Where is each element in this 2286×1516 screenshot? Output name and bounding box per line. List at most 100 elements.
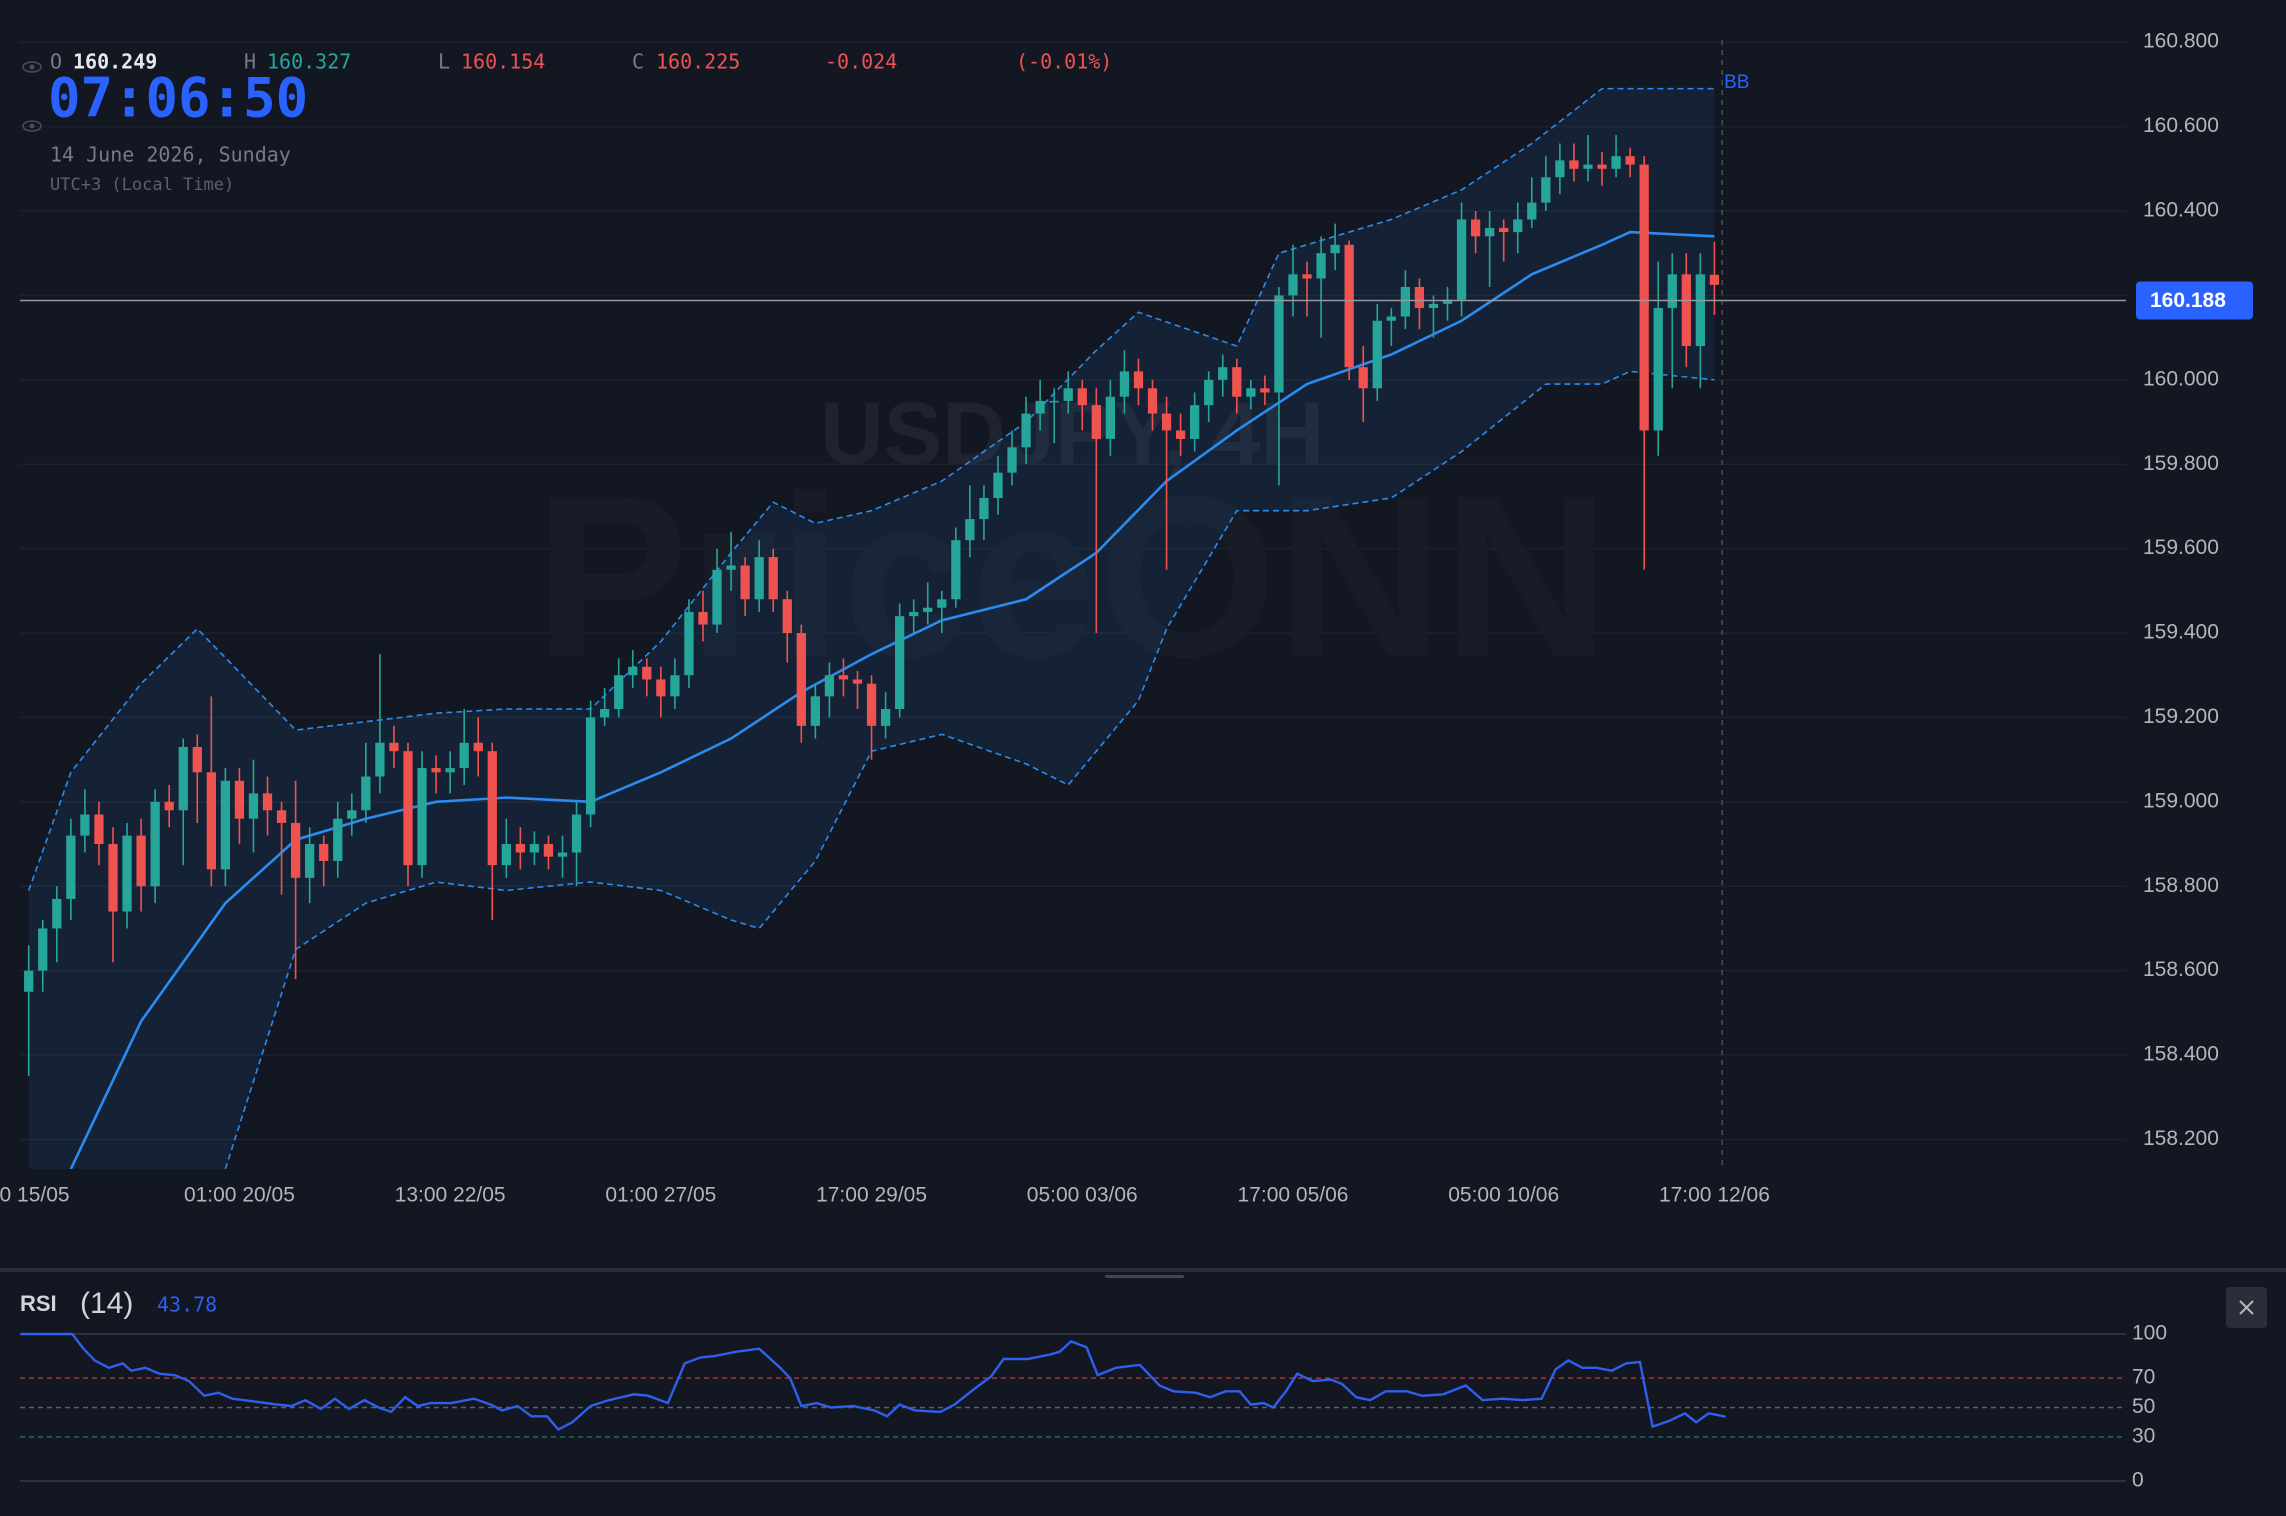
clock: 07:06:50 <box>48 67 308 130</box>
candle-body <box>1091 405 1101 439</box>
high-value: 160.327 <box>267 50 351 74</box>
candle-body <box>515 844 526 853</box>
y-tick-label: 158.600 <box>2143 958 2219 981</box>
candle-body <box>796 633 806 726</box>
y-tick-label: 158.800 <box>2143 874 2219 897</box>
y-tick-label: 159.600 <box>2143 536 2219 559</box>
rsi-tick-label: 50 <box>2132 1395 2155 1418</box>
candle-body <box>1204 379 1214 406</box>
candle-body <box>1035 400 1045 414</box>
candle-body <box>1414 286 1425 309</box>
candle-body <box>94 814 104 845</box>
candle-body <box>248 793 259 819</box>
y-tick-label: 159.000 <box>2143 789 2219 812</box>
x-tick-label: 17:00 05/06 <box>1238 1184 1349 1207</box>
candle-body <box>108 844 118 912</box>
candle-body <box>923 607 933 612</box>
candle-body <box>642 666 652 680</box>
candle-body <box>1499 227 1509 233</box>
candle-body <box>1133 371 1144 389</box>
eye-icon[interactable] <box>22 120 42 132</box>
candle-body <box>866 683 877 726</box>
price-tag <box>2136 281 2253 320</box>
eye-icon[interactable] <box>22 61 42 73</box>
candle-body <box>1625 156 1635 165</box>
candle-body <box>1190 405 1200 439</box>
candle-body <box>951 540 961 600</box>
candle-body <box>600 708 610 718</box>
price-tag-label: 160.188 <box>2150 289 2226 312</box>
candle-body <box>656 679 666 697</box>
candle-body <box>1105 396 1116 439</box>
candle-body <box>66 835 76 899</box>
x-tick-label: 13:00 22/05 <box>395 1184 506 1207</box>
candle-body <box>375 742 385 777</box>
candle-body <box>1709 274 1720 285</box>
bollinger-bands <box>27 87 1715 1169</box>
candle-body <box>1442 299 1453 304</box>
low-value: 160.154 <box>461 50 545 74</box>
candle-body <box>754 557 764 600</box>
header: O 160.249 H 160.327 L 160.154 C 160.225 … <box>22 50 1112 195</box>
candle-body <box>1218 367 1228 380</box>
rsi-value: 43.78 <box>157 1293 217 1317</box>
pane-separator[interactable] <box>0 1268 2286 1272</box>
candle-body <box>389 742 399 752</box>
candle-body <box>1470 219 1481 237</box>
candle-body <box>1246 388 1256 397</box>
candle-body <box>1400 286 1410 317</box>
y-tick-label: 158.400 <box>2143 1043 2219 1066</box>
band-label: BB <box>1724 72 1749 93</box>
rsi-tick-label: 30 <box>2132 1424 2155 1447</box>
band-upper <box>27 87 1715 891</box>
candle-body <box>1344 244 1354 368</box>
candle-body <box>684 611 694 676</box>
y-tick-label: 159.200 <box>2143 705 2219 728</box>
candle-body <box>838 675 849 680</box>
candle-body <box>164 801 174 811</box>
y-tick-label: 159.800 <box>2143 452 2219 475</box>
pane-handle[interactable] <box>1105 1275 1184 1278</box>
band-fill <box>28 88 1715 1169</box>
candle-body <box>1569 160 1579 169</box>
candle-body <box>333 818 343 861</box>
candle-body <box>150 801 160 887</box>
candle-body <box>1077 388 1087 406</box>
candle-body <box>52 898 62 929</box>
band-lower <box>224 370 1715 1169</box>
candle-body <box>1541 177 1551 203</box>
rsi-title: RSI <box>20 1291 57 1316</box>
candle-body <box>24 970 34 992</box>
candle-body <box>557 852 568 857</box>
candle-body <box>1695 274 1705 347</box>
candle-body <box>740 565 750 600</box>
date: 14 June 2026, Sunday <box>50 143 291 167</box>
candle-body <box>1175 430 1186 439</box>
candle-body <box>1527 202 1537 220</box>
candle-body <box>1428 303 1439 309</box>
candle-body <box>937 599 947 608</box>
candle-body <box>234 780 245 819</box>
rsi-pane: RSI (14) 43.78 100 70 50 30 0 <box>20 1287 2167 1492</box>
candle-body <box>1274 295 1284 393</box>
close-button[interactable] <box>2226 1287 2267 1328</box>
low-label: L <box>438 50 450 74</box>
x-tick-label: 01:00 27/05 <box>605 1184 716 1207</box>
candle-body <box>417 768 427 866</box>
candle-body <box>1358 367 1368 389</box>
x-tick-label: 17:00 29/05 <box>816 1184 927 1207</box>
high-label: H <box>244 50 256 74</box>
candle-body <box>965 519 975 541</box>
candle-body <box>501 844 511 866</box>
candle-body <box>712 569 722 625</box>
candle-body <box>824 675 835 697</box>
close-value: 160.225 <box>656 50 740 74</box>
candle-body <box>1485 227 1495 237</box>
change-value: -0.024 <box>825 50 897 74</box>
open-value: 160.249 <box>73 50 157 74</box>
x-tick-label: 05:00 10/06 <box>1448 1184 1559 1207</box>
candle-body <box>276 810 287 823</box>
candle-body <box>895 616 905 709</box>
candle-body <box>220 780 231 870</box>
candle-body <box>319 844 329 861</box>
